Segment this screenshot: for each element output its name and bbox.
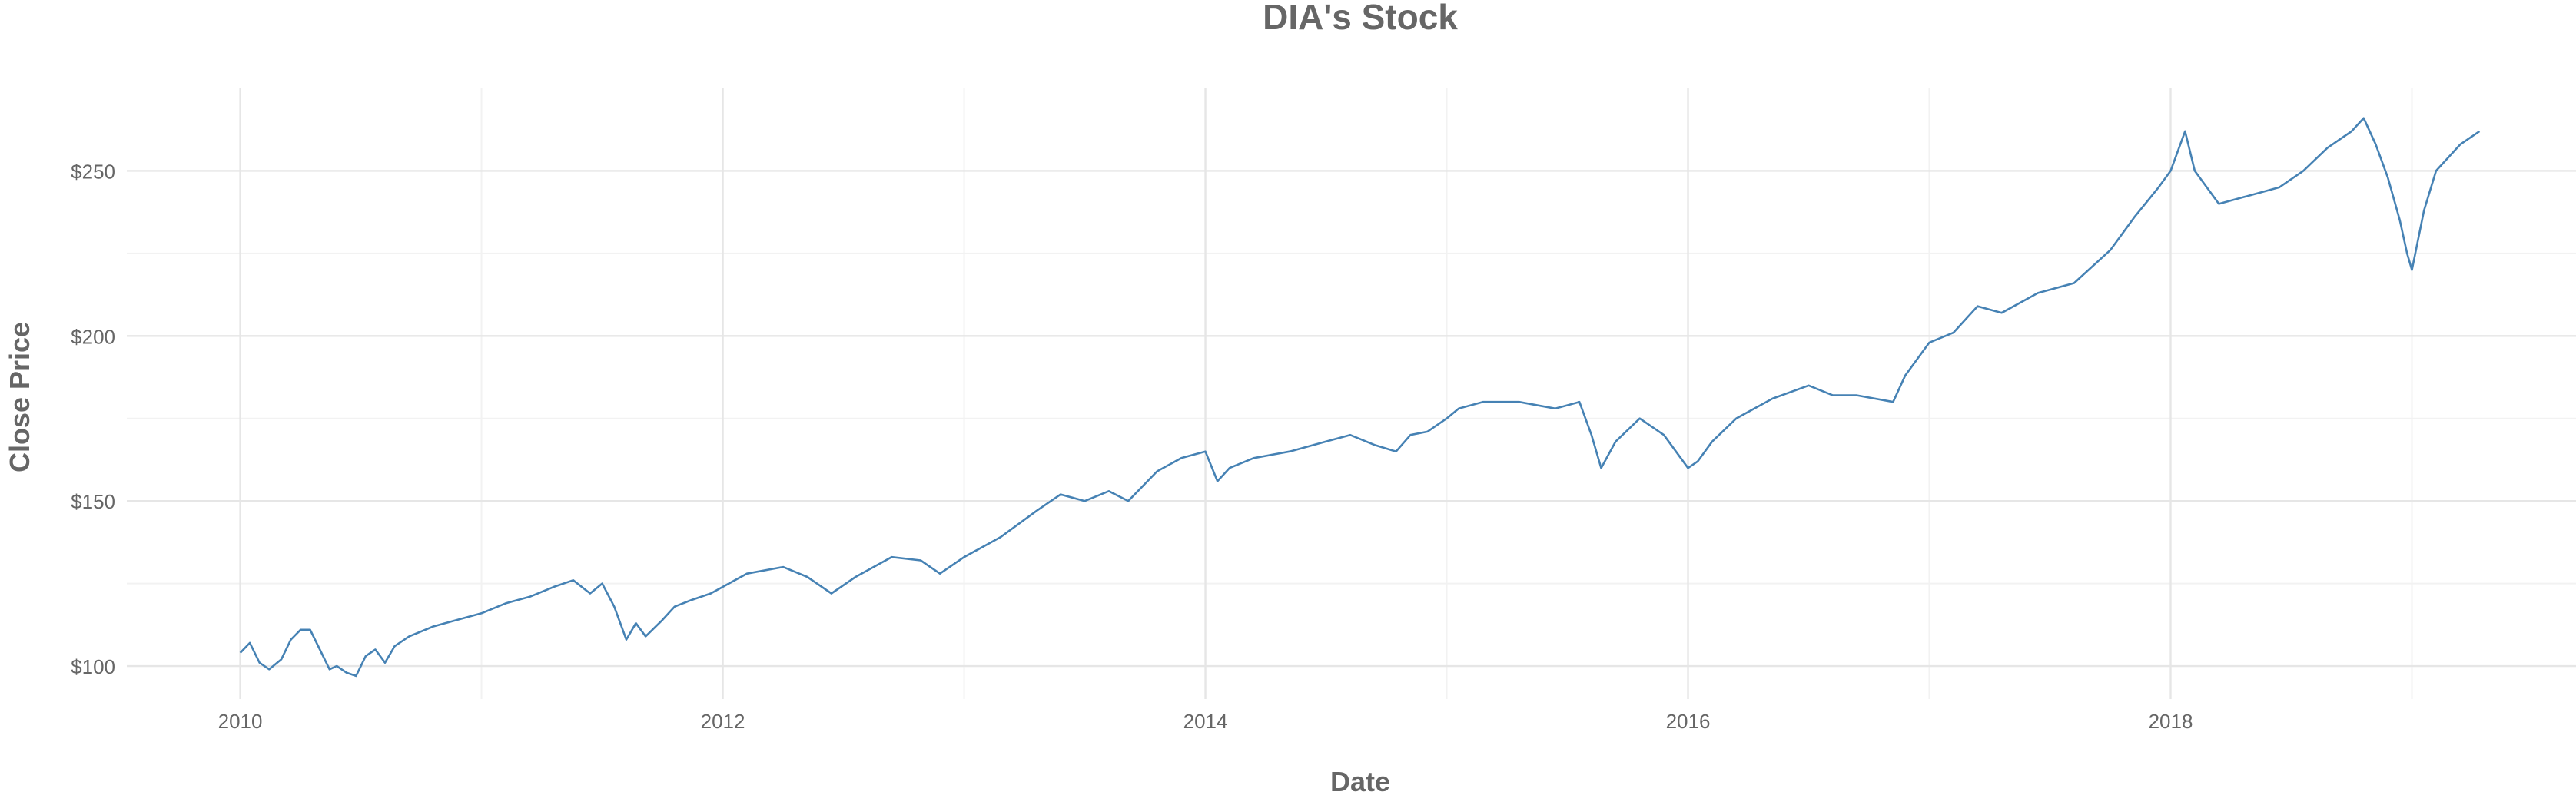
y-tick-label: $250	[71, 160, 115, 183]
x-tick-label: 2010	[218, 710, 263, 733]
y-tick-label: $100	[71, 655, 115, 678]
grid-lines	[127, 88, 2576, 699]
series-layer	[239, 117, 2481, 678]
x-tick-label: 2012	[701, 710, 745, 733]
y-tick-label: $200	[71, 325, 115, 348]
x-axis-title: Date	[1330, 766, 1390, 797]
x-tick-label: 2016	[1666, 710, 1711, 733]
tick-labels: $100 $150 $200 $250 2010 2012 2014 2016 2018	[71, 160, 2193, 733]
close-price-line	[239, 117, 2481, 678]
y-axis-title: Close Price	[4, 322, 35, 472]
y-tick-label: $150	[71, 490, 115, 513]
x-tick-label: 2014	[1183, 710, 1228, 733]
x-tick-label: 2018	[2149, 710, 2193, 733]
chart-title: DIA's Stock	[1263, 0, 1458, 37]
